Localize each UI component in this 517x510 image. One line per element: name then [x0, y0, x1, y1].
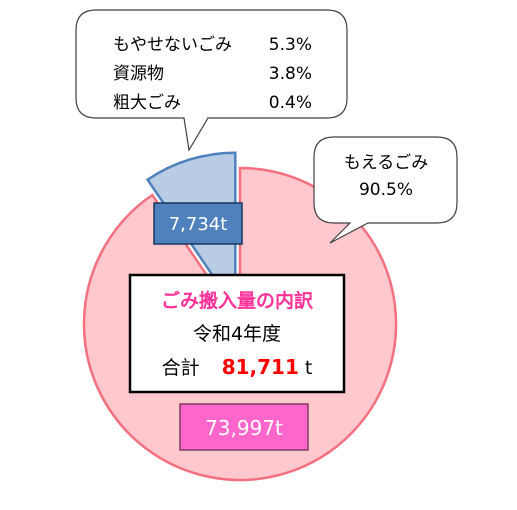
total-value: 81,711 — [222, 355, 299, 379]
total-label: 合計 — [162, 357, 200, 379]
legend-value-burnable: 90.5% — [359, 180, 413, 200]
value-box-burnable: 73,997t — [179, 403, 309, 451]
callout-burnable: もえるごみ 90.5% — [313, 136, 458, 244]
legend-label-resources: 資源物 — [113, 64, 164, 84]
center-summary-box: ごみ搬入量の内訳 令和4年度 合計 81,711 t — [128, 273, 346, 394]
legend-label-burnable: もえるごみ — [344, 153, 429, 173]
value-label-burnable: 73,997t — [205, 416, 283, 440]
legend-value-nonburnable: 5.3% — [269, 35, 312, 55]
callout-other-categories: もやせないごみ 5.3% 資源物 3.8% 粗大ごみ 0.4% — [75, 9, 348, 152]
value-label-other: 7,734t — [169, 214, 228, 235]
total-line: 合計 81,711 t — [162, 355, 313, 379]
total-unit: t — [305, 357, 312, 379]
legend-value-resources: 3.8% — [269, 64, 312, 84]
legend-label-oversized: 粗大ごみ — [113, 93, 181, 113]
value-box-other: 7,734t — [153, 202, 243, 245]
legend-value-oversized: 0.4% — [269, 93, 312, 113]
chart-subtitle: 令和4年度 — [193, 323, 281, 345]
legend-label-nonburnable: もやせないごみ — [113, 35, 232, 55]
chart-title: ごみ搬入量の内訳 — [161, 289, 314, 312]
